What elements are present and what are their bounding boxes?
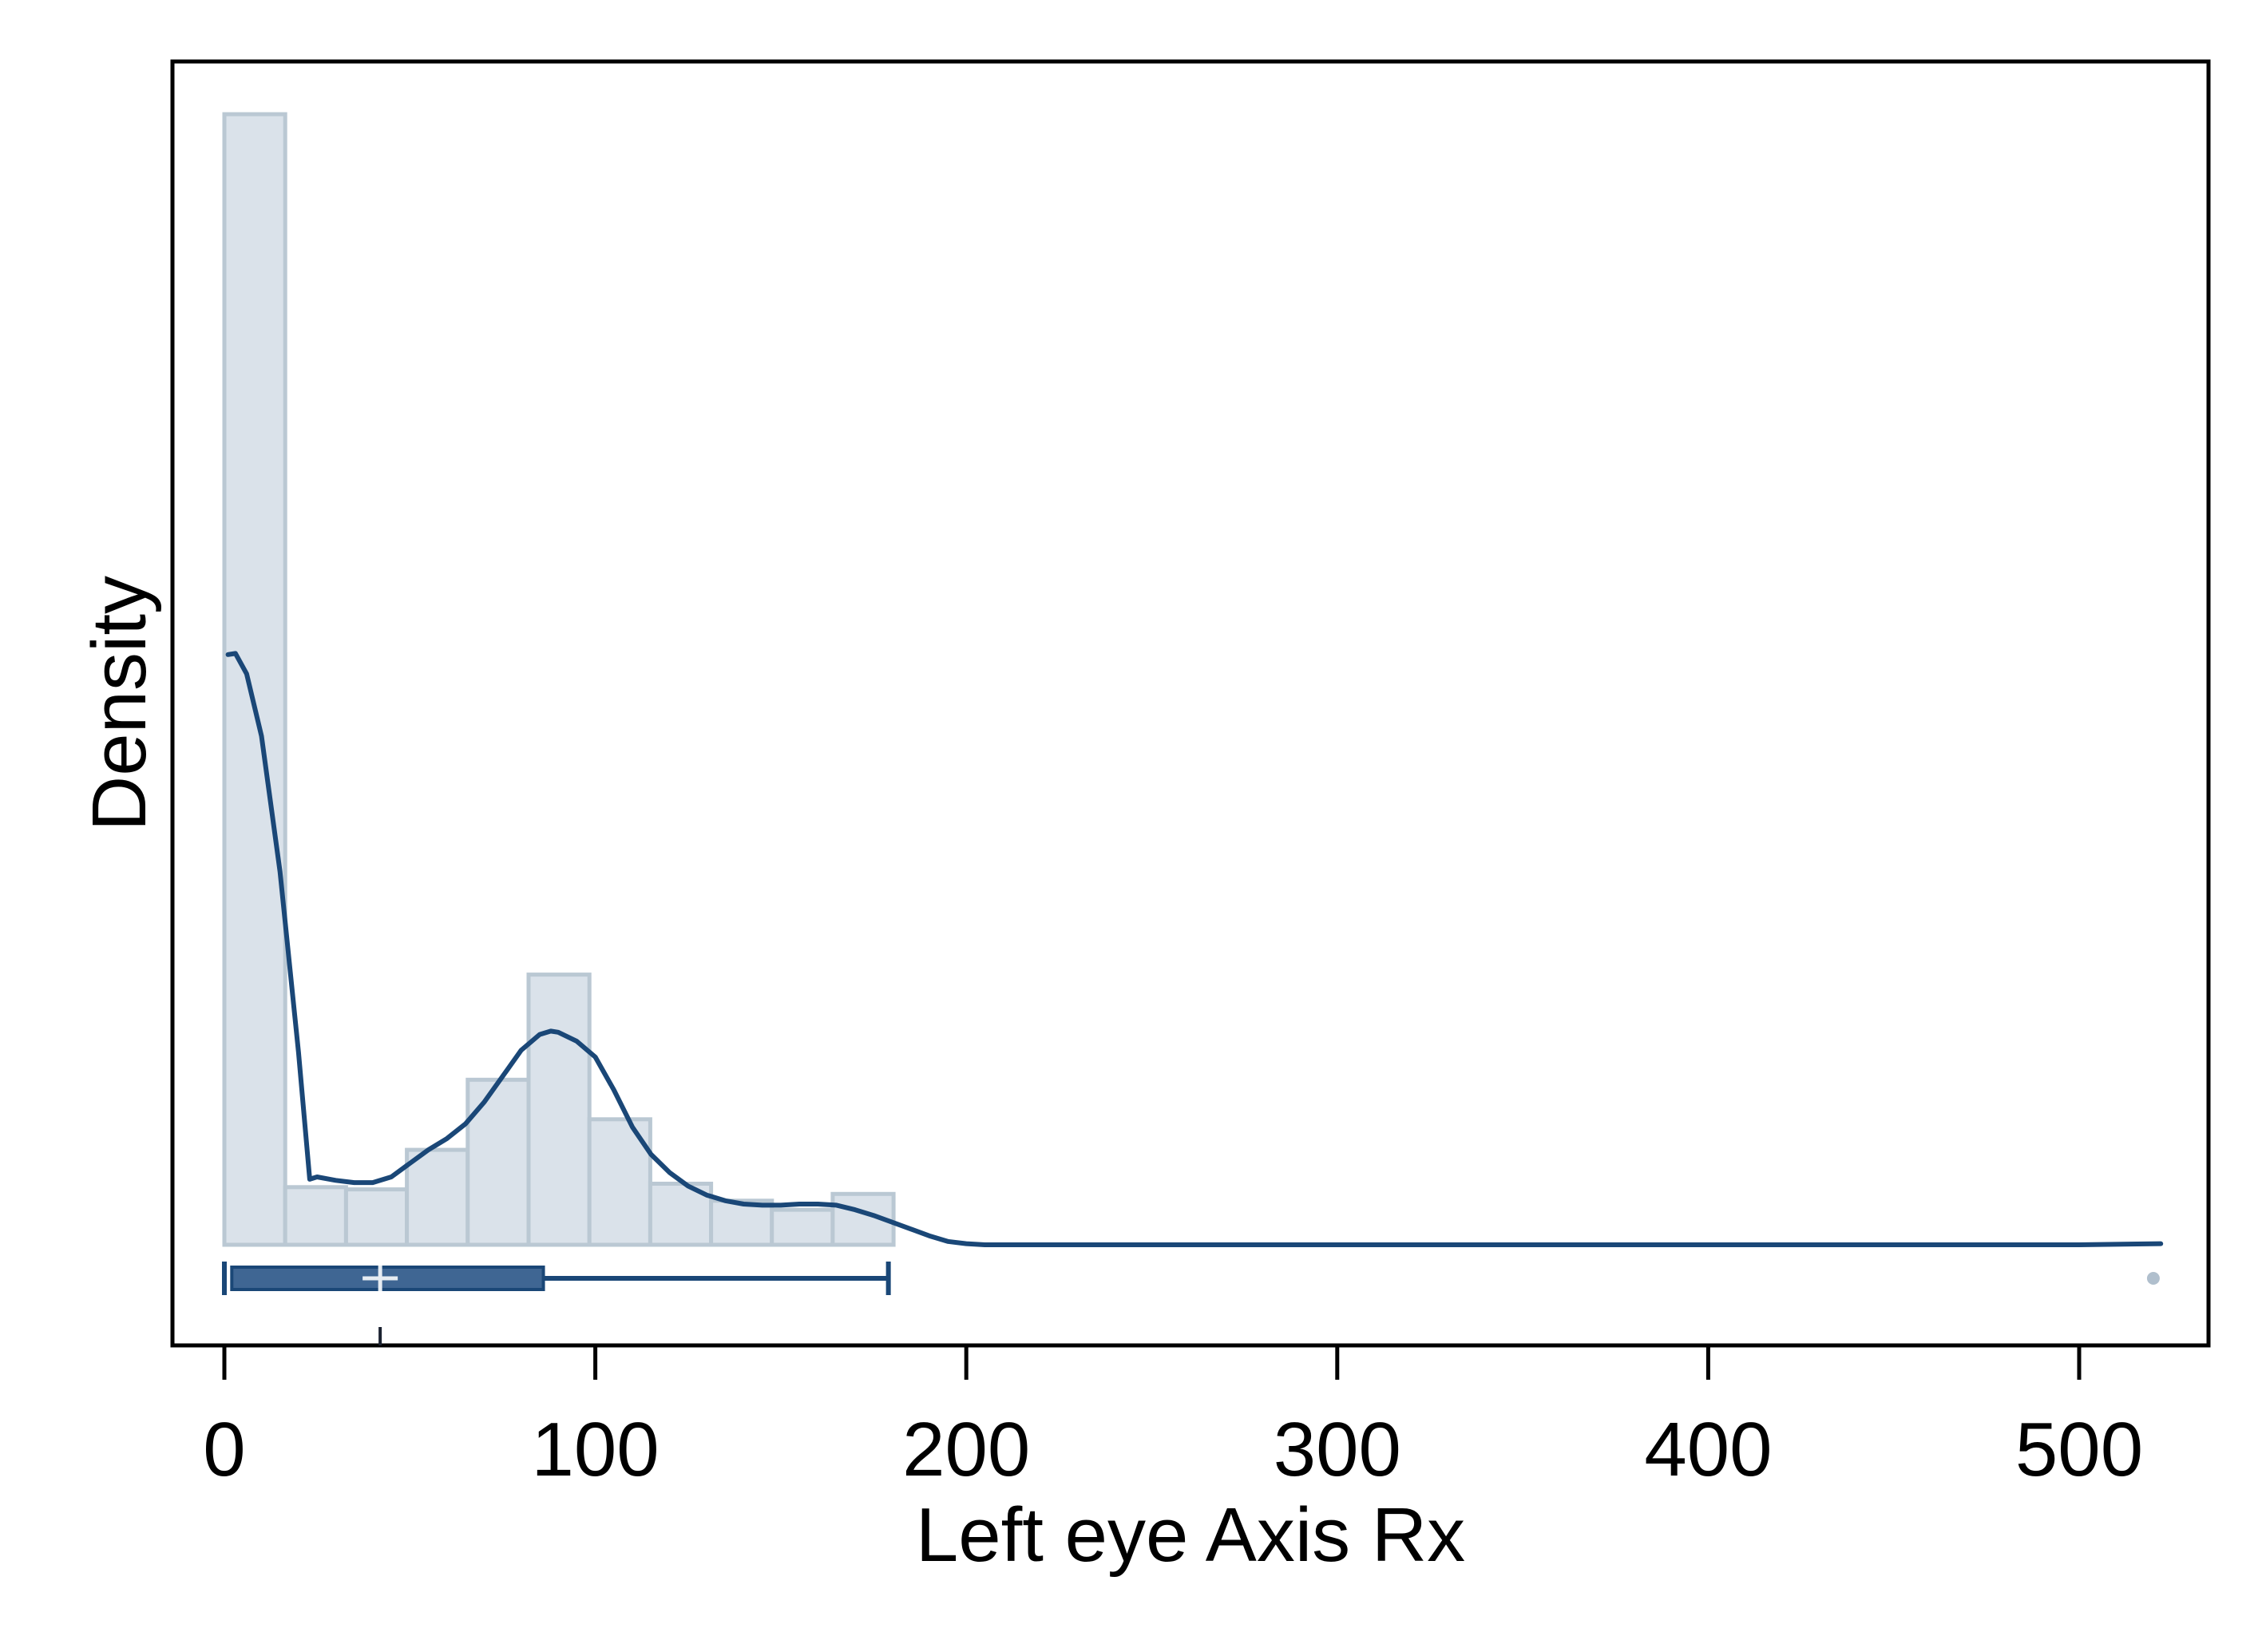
histogram-bar-9 [770, 1207, 835, 1247]
histogram-bar-1 [283, 1185, 348, 1247]
x-tick-label-0: 0 [203, 1407, 245, 1492]
x-tick-label-5: 500 [2015, 1407, 2143, 1492]
histogram-bar-0 [222, 112, 287, 1247]
x-tick-label-4: 400 [1644, 1407, 1772, 1492]
x-axis: 0 100 200 300 400 500 [203, 1345, 2143, 1492]
boxplot [222, 1262, 2160, 1345]
histogram-bar-4 [465, 1077, 531, 1247]
histogram-bar-5 [526, 973, 592, 1247]
x-tick-label-2: 200 [902, 1407, 1030, 1492]
histogram-bars [222, 112, 896, 1247]
x-tick-label-3: 300 [1274, 1407, 1401, 1492]
x-axis-label: Left eye Axis Rx [916, 1492, 1465, 1578]
density-curve-layer [225, 651, 2164, 1247]
histogram-bar-8 [709, 1198, 774, 1247]
density-curve [225, 651, 2164, 1247]
histogram-bar-3 [405, 1147, 470, 1247]
y-axis-label: Density [77, 576, 162, 831]
x-tick-label-1: 100 [532, 1407, 660, 1492]
boxplot-outlier-0 [2146, 1272, 2160, 1285]
histogram-bar-2 [343, 1187, 410, 1247]
